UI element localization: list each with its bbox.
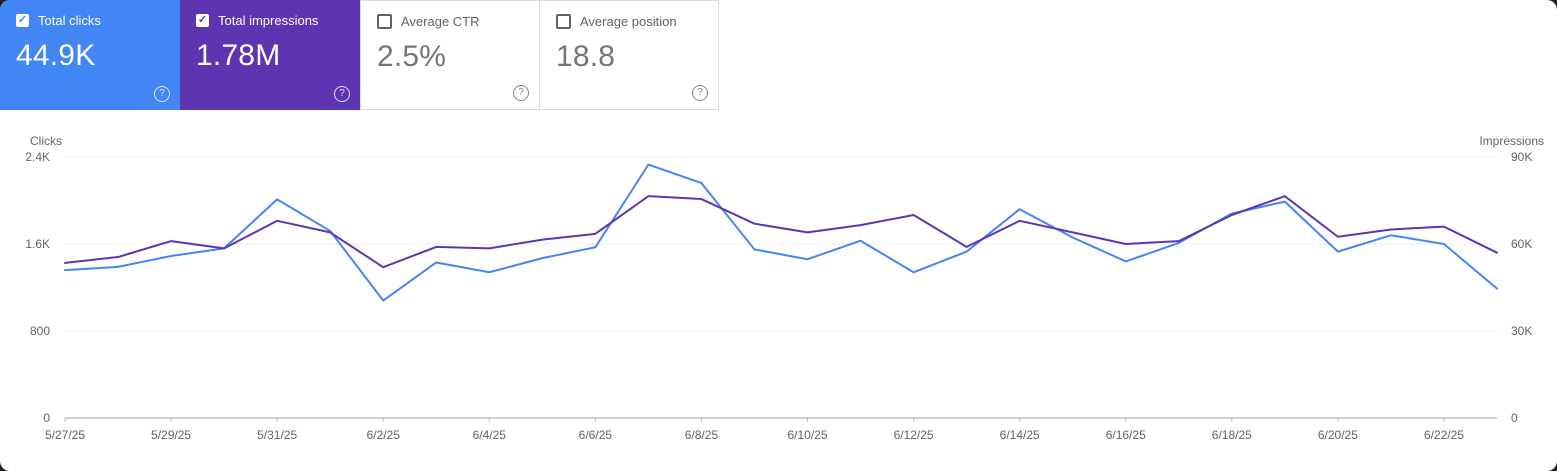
x-tick-label: 6/12/25 [894,428,934,442]
left-axis-tick-label: 2.4K [25,150,50,164]
performance-line-chart[interactable]: 2.4K 90K 1.6K 60K 800 30K 0 0 5/27/25 5/29/25 5/31… [0,130,1557,471]
x-tick-label: 6/20/25 [1318,428,1358,442]
help-icon[interactable] [334,86,350,102]
series-line-total-clicks[interactable] [64,163,1498,302]
right-axis-tick-label: 30K [1511,324,1532,338]
left-axis-tick-label: 1.6K [25,237,50,251]
right-axis-tick-label: 0 [1511,411,1518,425]
metric-card-total-impressions[interactable]: Total impressions 1.78M [180,0,360,110]
help-icon[interactable] [154,86,170,102]
right-axis-tick-label: 60K [1511,237,1532,251]
x-tick-label: 5/31/25 [257,428,297,442]
left-axis-tick-label: 0 [43,411,50,425]
metric-card-average-ctr[interactable]: Average CTR 2.5% [360,0,540,110]
x-tick-label: 6/14/25 [1000,428,1040,442]
metric-card-label: Total clicks [38,13,101,28]
help-icon[interactable] [513,85,529,101]
metric-card-value: 44.9K [16,39,96,72]
metric-card-value: 18.8 [556,40,616,73]
metric-card-header: Total clicks [16,13,164,28]
x-tick-label: 6/10/25 [787,428,827,442]
metric-card-value: 1.78M [196,39,281,72]
right-axis-tick-label: 90K [1511,150,1532,164]
metric-card-label: Average CTR [401,14,480,29]
metric-card-header: Average position [556,14,702,29]
right-axis-title: Impressions [1479,134,1544,148]
series-line-total-impressions[interactable] [64,195,1498,269]
checkbox-checked-icon[interactable] [196,14,209,27]
help-icon[interactable] [692,85,708,101]
metric-card-header: Total impressions [196,13,344,28]
metric-card-value: 2.5% [377,40,447,73]
x-tick-label: 6/8/25 [685,428,719,442]
checkbox-unchecked-icon[interactable] [556,14,571,29]
metric-card-header: Average CTR [377,14,523,29]
metric-card-label: Total impressions [218,13,319,28]
metric-card-average-position[interactable]: Average position 18.8 [539,0,719,110]
x-tick-label: 6/6/25 [579,428,613,442]
x-tick-label: 5/27/25 [45,428,85,442]
left-axis-tick-label: 800 [30,324,50,338]
checkbox-unchecked-icon[interactable] [377,14,392,29]
metric-card-label: Average position [580,14,677,29]
x-tick-label: 6/4/25 [473,428,507,442]
x-tick-label: 6/22/25 [1424,428,1464,442]
x-tick-label: 6/16/25 [1106,428,1146,442]
x-tick-label: 6/18/25 [1212,428,1252,442]
x-tick-label: 5/29/25 [151,428,191,442]
metric-cards: Total clicks 44.9K Total impressions 1.7… [0,0,719,110]
checkbox-checked-icon[interactable] [16,14,29,27]
metric-card-total-clicks[interactable]: Total clicks 44.9K [0,0,180,110]
x-tick-label: 6/2/25 [367,428,401,442]
left-axis-title: Clicks [30,134,62,148]
